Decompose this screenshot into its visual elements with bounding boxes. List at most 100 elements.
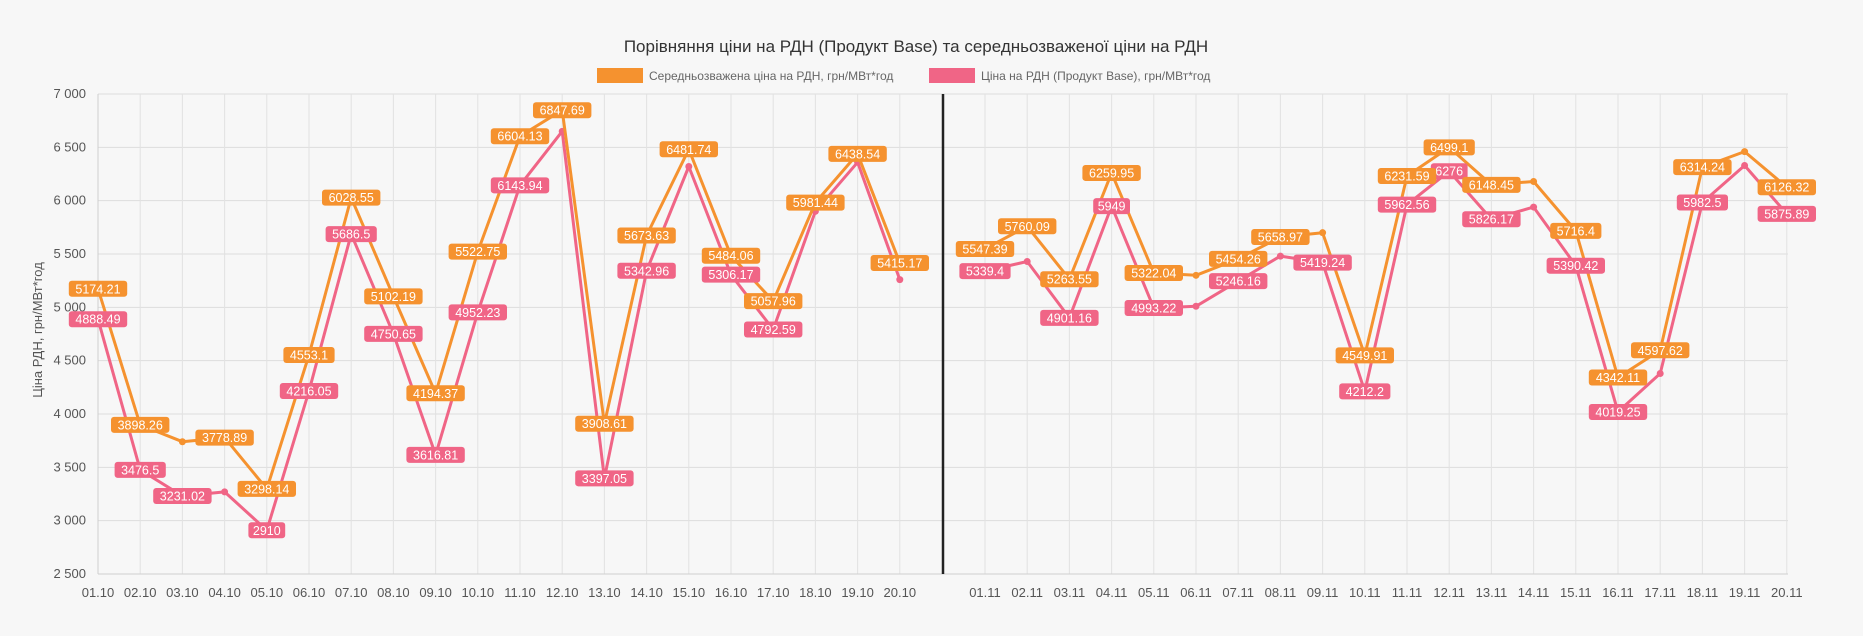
data-label-1: 5306.17: [701, 266, 761, 283]
data-label-1: 4216.05: [279, 382, 339, 399]
x-tick-label: 09.10: [419, 585, 452, 600]
x-tick-label: 18.11: [1687, 585, 1719, 600]
data-label-0: 6314.24: [1673, 159, 1732, 176]
data-label-0: 5673.63: [617, 227, 676, 244]
y-axis-label: Ціна РДН, грн/МВт*год: [30, 262, 45, 398]
svg-text:6314.24: 6314.24: [1680, 161, 1725, 175]
x-tick-label: 04.10: [208, 585, 241, 600]
data-label-1: 2910: [248, 522, 286, 539]
data-point-1[interactable]: [1192, 302, 1200, 310]
svg-text:6604.13: 6604.13: [497, 130, 542, 144]
svg-text:5982.5: 5982.5: [1683, 196, 1721, 210]
data-label-1: 5686.5: [325, 226, 377, 243]
svg-text:5263.55: 5263.55: [1047, 273, 1092, 287]
legend[interactable]: Середньозважена ціна на РДН, грн/МВт*год…: [597, 68, 1210, 83]
data-point-1[interactable]: [1741, 161, 1749, 169]
data-label-0: 5322.04: [1124, 264, 1183, 281]
data-label-1: 3476.5: [114, 461, 166, 478]
data-point-0[interactable]: [1530, 177, 1538, 185]
data-point-1[interactable]: [1023, 257, 1031, 265]
data-point-1[interactable]: [1276, 252, 1284, 260]
x-tick-label: 13.11: [1476, 585, 1508, 600]
x-tick-label: 13.10: [588, 585, 621, 600]
data-point-0[interactable]: [1741, 148, 1749, 156]
svg-text:3908.61: 3908.61: [582, 417, 627, 431]
x-tick-label: 20.10: [884, 585, 917, 600]
svg-text:4597.62: 4597.62: [1638, 344, 1683, 358]
data-label-0: 6126.32: [1757, 179, 1816, 196]
svg-text:6259.95: 6259.95: [1089, 166, 1134, 180]
y-tick-label: 2 500: [53, 566, 86, 581]
svg-text:4216.05: 4216.05: [286, 384, 331, 398]
data-label-1: 5246.16: [1209, 273, 1268, 290]
data-point-1[interactable]: [896, 276, 904, 284]
svg-text:3778.89: 3778.89: [202, 431, 247, 445]
legend-item-weighted-price[interactable]: Середньозважена ціна на РДН, грн/МВт*год: [597, 68, 893, 83]
y-tick-label: 6 500: [53, 139, 86, 154]
data-label-0: 5981.44: [786, 194, 845, 211]
data-label-0: 5454.26: [1209, 250, 1268, 267]
svg-text:5760.09: 5760.09: [1005, 220, 1050, 234]
legend-item-base-price[interactable]: Ціна на РДН (Продукт Base), грн/МВт*год: [929, 68, 1210, 83]
data-point-0[interactable]: [178, 438, 186, 446]
x-tick-label: 08.10: [377, 585, 410, 600]
data-label-1: 4888.49: [68, 311, 128, 328]
legend-label-base-price: Ціна на РДН (Продукт Base), грн/МВт*год: [981, 69, 1210, 83]
svg-text:6847.69: 6847.69: [540, 104, 585, 118]
legend-swatch-weighted-price: [597, 68, 643, 83]
data-label-0: 4553.1: [283, 347, 335, 364]
svg-text:4888.49: 4888.49: [75, 313, 120, 327]
svg-text:2910: 2910: [253, 524, 281, 538]
legend-swatch-base-price: [929, 68, 975, 83]
svg-text:4212.2: 4212.2: [1346, 385, 1384, 399]
svg-text:5454.26: 5454.26: [1216, 252, 1261, 266]
y-tick-label: 3 500: [53, 459, 86, 474]
data-label-1: 6143.94: [490, 177, 550, 194]
svg-text:5686.5: 5686.5: [332, 228, 370, 242]
x-tick-label: 08.11: [1265, 585, 1297, 600]
svg-text:3476.5: 3476.5: [121, 463, 159, 477]
x-tick-label: 07.11: [1222, 585, 1254, 600]
svg-text:5962.56: 5962.56: [1384, 198, 1429, 212]
svg-text:5658.97: 5658.97: [1258, 231, 1303, 245]
x-tick-label: 02.11: [1011, 585, 1043, 600]
data-label-0: 3778.89: [195, 429, 254, 446]
svg-text:5716.4: 5716.4: [1557, 224, 1595, 238]
y-axis-ticks: 2 500 3 000 3 500 4 000 4 500 5 000 5 500 6 000…: [53, 86, 86, 581]
svg-text:6499.1: 6499.1: [1430, 141, 1468, 155]
x-tick-label: 07.10: [335, 585, 368, 600]
data-point-0[interactable]: [1192, 271, 1200, 279]
data-label-1: 3397.05: [575, 470, 634, 487]
x-tick-label: 14.11: [1518, 585, 1550, 600]
x-tick-label: 19.10: [841, 585, 874, 600]
x-tick-label: 11.11: [1392, 585, 1423, 600]
svg-text:5342.96: 5342.96: [624, 264, 669, 278]
data-label-0: 6481.74: [659, 141, 718, 158]
data-label-1: 5419.24: [1293, 254, 1352, 271]
svg-text:5419.24: 5419.24: [1300, 256, 1345, 270]
data-label-0: 6438.54: [828, 145, 887, 162]
x-tick-label: 11.10: [504, 585, 536, 600]
data-label-1: 4792.59: [744, 321, 803, 338]
data-label-1: 5962.56: [1377, 196, 1437, 213]
svg-text:6438.54: 6438.54: [835, 147, 880, 161]
svg-text:6276: 6276: [1435, 165, 1463, 179]
data-label-0: 5547.39: [955, 240, 1015, 257]
data-point-1[interactable]: [685, 163, 693, 171]
svg-text:4342.11: 4342.11: [1596, 371, 1640, 385]
chart-title: Порівняння ціни на РДН (Продукт Base) та…: [624, 37, 1208, 56]
svg-text:6481.74: 6481.74: [666, 143, 711, 157]
x-tick-label: 02.10: [124, 585, 157, 600]
svg-text:5547.39: 5547.39: [962, 242, 1007, 256]
data-point-1[interactable]: [1656, 369, 1664, 377]
y-tick-label: 5 500: [53, 246, 86, 261]
data-label-1: 5949: [1093, 198, 1130, 215]
data-point-1[interactable]: [221, 488, 229, 496]
data-label-1: 5826.17: [1462, 211, 1521, 228]
x-tick-label: 16.11: [1602, 585, 1634, 600]
data-point-0[interactable]: [1319, 229, 1327, 237]
data-label-1: 4901.16: [1040, 309, 1099, 326]
data-point-1[interactable]: [1530, 203, 1538, 211]
data-label-0: 3908.61: [575, 415, 634, 432]
